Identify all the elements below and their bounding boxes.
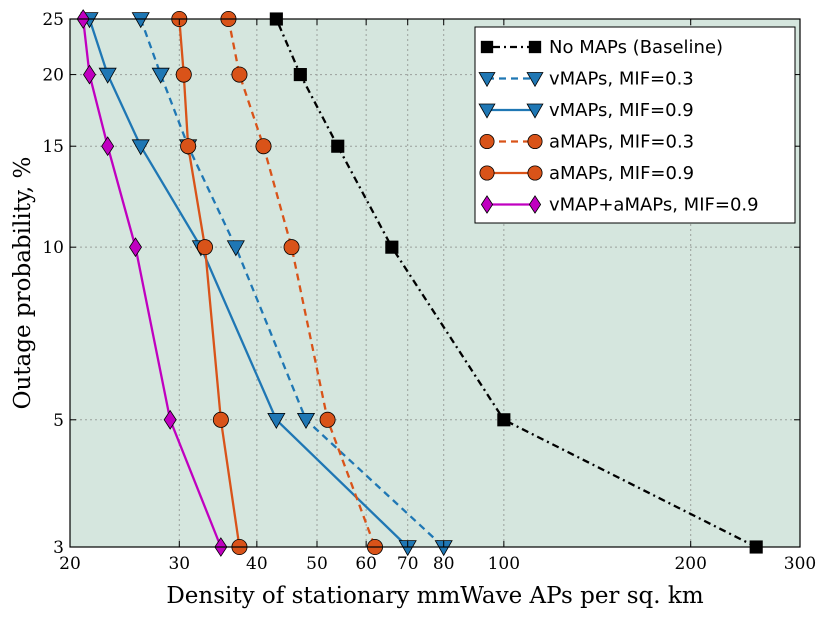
x-tick-label: 200: [674, 554, 706, 574]
legend-box: [474, 26, 796, 224]
y-tick-label: 3: [53, 538, 64, 558]
data-point: [163, 409, 177, 430]
legend: No MAPs (Baseline) vMAPs, MIF=0.3 vMAPs, M…: [474, 26, 796, 224]
data-point: [83, 64, 96, 85]
data-point: [255, 138, 272, 155]
legend-marker: [479, 133, 495, 150]
data-point: [131, 139, 150, 156]
data-point: [398, 540, 417, 557]
y-tick-label: 25: [42, 10, 64, 30]
data-point: [385, 240, 399, 254]
series-line: [227, 18, 377, 548]
legend-label: vMAP+aMAPs, MIF=0.9: [549, 195, 759, 216]
legend-marker: [479, 165, 495, 181]
x-axis-label: Density of stationary mmWave APs per sq.…: [166, 583, 703, 609]
y-tick-label: 20: [42, 66, 64, 86]
data-point: [293, 68, 307, 82]
data-point: [283, 239, 300, 256]
plot-frame: [69, 18, 801, 548]
data-point: [231, 66, 248, 83]
data-point: [151, 67, 170, 84]
data-point: [175, 66, 192, 83]
legend-entry: vMAPs, MIF=0.3: [478, 69, 694, 90]
x-tick-label: 20: [59, 554, 81, 574]
legend-marker: [527, 133, 543, 150]
x-tick-label: 60: [355, 554, 377, 574]
y-axis-label: Outage probability, %: [10, 157, 36, 410]
legend-marker: [480, 40, 494, 54]
legend-marker: [528, 195, 542, 214]
y-tick-label: 10: [42, 238, 64, 258]
legend-marker: [526, 72, 544, 88]
data-point: [212, 411, 229, 428]
series-line: [88, 18, 409, 548]
legend-label: aMAPs, MIF=0.3: [549, 132, 694, 153]
data-point: [296, 412, 316, 430]
legend-entry: aMAPs, MIF=0.3: [479, 132, 694, 153]
x-tick-label: 80: [433, 554, 455, 574]
data-point: [226, 240, 245, 257]
data-point: [131, 12, 150, 29]
legend-entry: No MAPs (Baseline): [480, 37, 723, 58]
data-point: [129, 237, 142, 258]
data-point: [180, 138, 197, 155]
data-point: [434, 540, 453, 557]
legend-label: aMAPs, MIF=0.9: [549, 163, 694, 184]
legend-entry: vMAP+aMAPs, MIF=0.9: [480, 195, 759, 216]
legend-marker: [478, 103, 496, 119]
y-tick-label: 5: [53, 411, 64, 431]
legend-marker: [480, 195, 494, 214]
data-point: [196, 239, 213, 256]
legend-entry: aMAPs, MIF=0.9: [479, 163, 694, 184]
series-line: [139, 18, 445, 548]
series-line: [275, 18, 757, 549]
series-line: [178, 18, 241, 548]
legend-label: vMAPs, MIF=0.9: [549, 100, 694, 121]
legend-marker: [527, 165, 543, 181]
data-point: [497, 413, 511, 427]
y-tick-label: 15: [42, 137, 64, 157]
x-tick-label: 70: [397, 554, 419, 574]
data-point: [98, 67, 117, 84]
legend-marker: [478, 72, 496, 88]
legend-marker: [526, 103, 544, 119]
series-line: [82, 18, 222, 548]
x-tick-label: 30: [168, 554, 190, 574]
x-tick-label: 50: [306, 554, 328, 574]
data-point: [101, 136, 115, 157]
axis-ticks: 20 30 40 50 60 70 80 100 200 300 3 5 10 15 20 25: [42, 10, 816, 574]
legend-entry: vMAPs, MIF=0.9: [478, 100, 694, 121]
x-tick-label: 300: [784, 554, 816, 574]
x-tick-label: 40: [246, 554, 268, 574]
series-amaps-mif-0-3: [220, 10, 383, 556]
data-series: [76, 9, 763, 557]
data-point: [331, 139, 345, 153]
data-point: [319, 411, 336, 428]
x-tick-label: 100: [488, 554, 520, 574]
legend-label: No MAPs (Baseline): [549, 37, 723, 58]
legend-marker: [528, 40, 542, 54]
legend-label: vMAPs, MIF=0.3: [549, 69, 694, 90]
series-vmap-amaps-mif-0-9: [76, 9, 228, 557]
data-point: [267, 412, 286, 430]
